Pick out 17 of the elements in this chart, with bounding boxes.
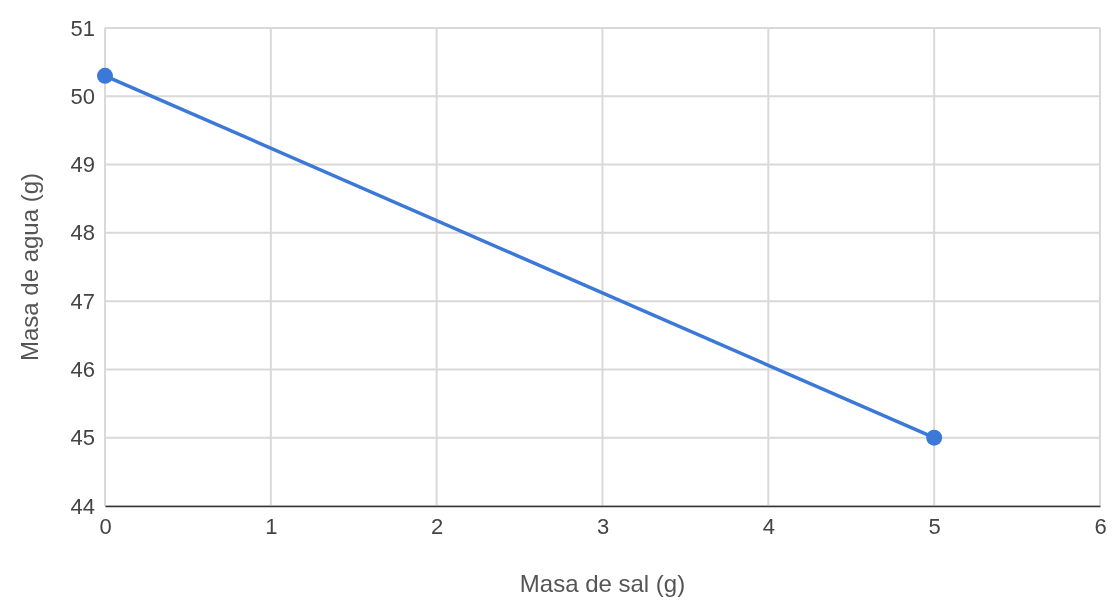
- x-tick-label: 6: [1094, 513, 1107, 539]
- y-tick-label: 48: [70, 220, 95, 246]
- y-tick-label: 51: [70, 15, 95, 41]
- y-tick-label: 47: [70, 288, 95, 314]
- y-axis-title: Masa de agua (g): [16, 172, 43, 362]
- y-tick-label: 50: [70, 83, 95, 109]
- y-tick-label: 44: [70, 493, 95, 519]
- x-tick-label: 5: [928, 513, 941, 539]
- y-tick-label: 46: [70, 356, 95, 382]
- x-tick-label: 1: [265, 513, 278, 539]
- x-tick-label: 4: [762, 513, 775, 539]
- x-tick-label: 2: [431, 513, 444, 539]
- y-tick-label: 49: [70, 152, 95, 178]
- x-tick-label: 3: [596, 513, 610, 539]
- x-tick-label: 0: [99, 513, 112, 539]
- y-tick-label: 45: [70, 425, 95, 451]
- x-axis-title: Masa de sal (g): [519, 570, 686, 597]
